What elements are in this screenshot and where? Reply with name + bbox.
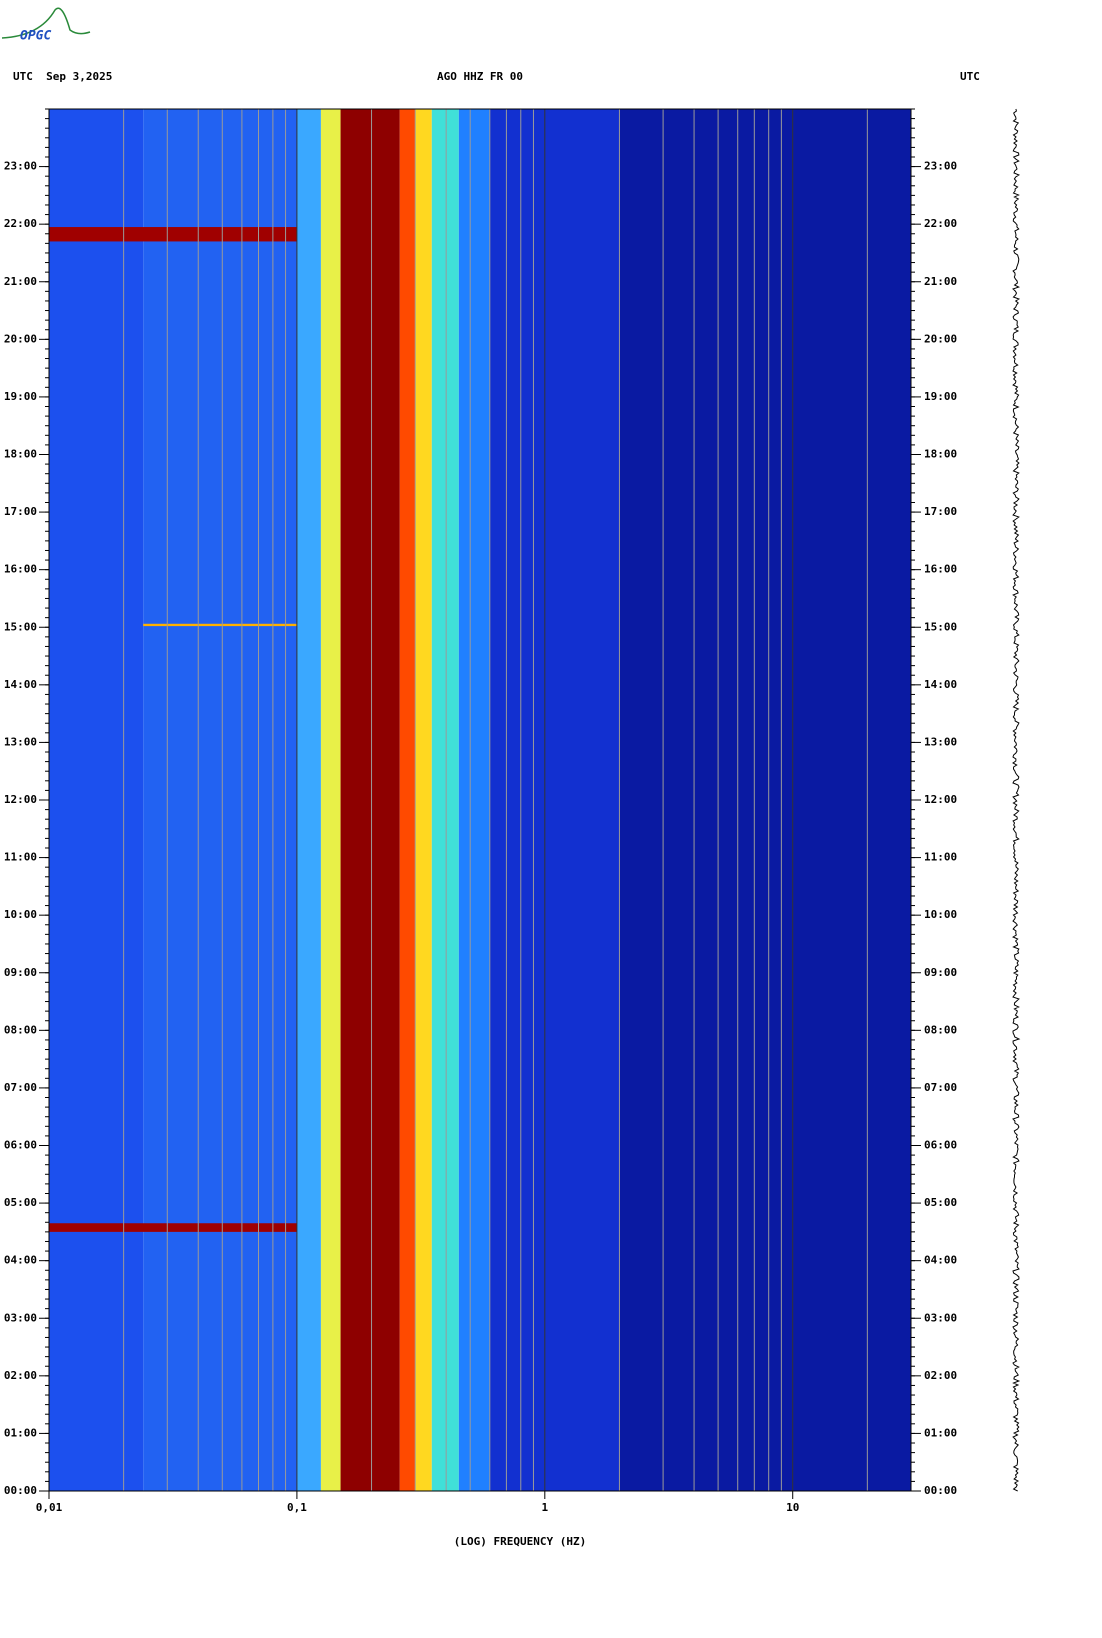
spectral-band (415, 109, 432, 1491)
left-header: UTC Sep 3,2025 (13, 70, 112, 83)
spectral-band (320, 109, 341, 1491)
y-tick-label: 10:00 (4, 908, 37, 921)
y-tick-label: 13:00 (4, 735, 37, 748)
spectral-band (296, 109, 321, 1491)
logo-text: OPGC (20, 29, 51, 44)
y-tick-label-right: 03:00 (924, 1311, 957, 1324)
y-tick-label: 06:00 (4, 1139, 37, 1152)
y-tick-label-right: 21:00 (924, 275, 957, 288)
y-tick-label: 02:00 (4, 1369, 37, 1382)
x-tick-label: 10 (786, 1501, 799, 1514)
event-streak (49, 227, 297, 242)
y-tick-label: 01:00 (4, 1426, 37, 1439)
plot-area (48, 109, 911, 1491)
y-tick-label-right: 05:00 (924, 1196, 957, 1209)
spectral-band (399, 109, 416, 1491)
y-tick-label-right: 16:00 (924, 563, 957, 576)
chart-title: AGO HHZ FR 00 (437, 70, 523, 83)
x-tick-label: 0,1 (287, 1501, 307, 1514)
y-tick-label: 00:00 (4, 1484, 37, 1497)
y-tick-label-right: 10:00 (924, 908, 957, 921)
y-tick-label-right: 22:00 (924, 217, 957, 230)
x-axis-label: (LOG) FREQUENCY (HZ) (454, 1535, 586, 1548)
y-tick-label-right: 12:00 (924, 793, 957, 806)
y-tick-label-right: 01:00 (924, 1426, 957, 1439)
y-tick-label-right: 15:00 (924, 620, 957, 633)
y-tick-label-right: 14:00 (924, 678, 957, 691)
y-tick-label: 09:00 (4, 966, 37, 979)
y-tick-label: 18:00 (4, 448, 37, 461)
y-tick-label: 11:00 (4, 851, 37, 864)
y-tick-label: 15:00 (4, 620, 37, 633)
y-tick-label: 04:00 (4, 1254, 37, 1267)
spectral-band (458, 109, 490, 1491)
y-tick-label: 05:00 (4, 1196, 37, 1209)
spectral-band (489, 109, 620, 1491)
spectral-band (340, 109, 400, 1491)
y-tick-label-right: 18:00 (924, 448, 957, 461)
y-tick-label: 21:00 (4, 275, 37, 288)
y-tick-label-right: 04:00 (924, 1254, 957, 1267)
y-tick-label-right: 07:00 (924, 1081, 957, 1094)
seismogram-trace (1012, 108, 1021, 1492)
spectral-band (619, 109, 911, 1491)
event-streak (49, 1223, 297, 1232)
y-tick-label-right: 08:00 (924, 1023, 957, 1036)
y-tick-label-right: 06:00 (924, 1139, 957, 1152)
y-tick-label-right: 17:00 (924, 505, 957, 518)
event-streak (143, 623, 297, 627)
y-tick-label-right: 11:00 (924, 851, 957, 864)
right-header: UTC (960, 70, 980, 83)
y-tick-label: 14:00 (4, 678, 37, 691)
y-tick-label: 22:00 (4, 217, 37, 230)
y-tick-label-right: 19:00 (924, 390, 957, 403)
spectral-band (431, 109, 459, 1491)
y-tick-label: 12:00 (4, 793, 37, 806)
logo-curve (1, 7, 91, 39)
y-tick-label-right: 23:00 (924, 160, 957, 173)
spectral-band (143, 109, 297, 1491)
y-tick-label: 19:00 (4, 390, 37, 403)
y-tick-label-right: 02:00 (924, 1369, 957, 1382)
spectral-band (49, 109, 144, 1491)
y-tick-label: 03:00 (4, 1311, 37, 1324)
y-tick-label-right: 00:00 (924, 1484, 957, 1497)
y-tick-label: 23:00 (4, 160, 37, 173)
y-tick-label-right: 09:00 (924, 966, 957, 979)
logo: OPGC (1, 7, 91, 44)
y-tick-label: 07:00 (4, 1081, 37, 1094)
y-tick-label: 16:00 (4, 563, 37, 576)
x-tick-label: 0,01 (36, 1501, 63, 1514)
y-tick-label-right: 13:00 (924, 735, 957, 748)
y-tick-label-right: 20:00 (924, 332, 957, 345)
y-tick-label: 20:00 (4, 332, 37, 345)
y-tick-label: 17:00 (4, 505, 37, 518)
y-tick-label: 08:00 (4, 1023, 37, 1036)
x-tick-label: 1 (541, 1501, 548, 1514)
